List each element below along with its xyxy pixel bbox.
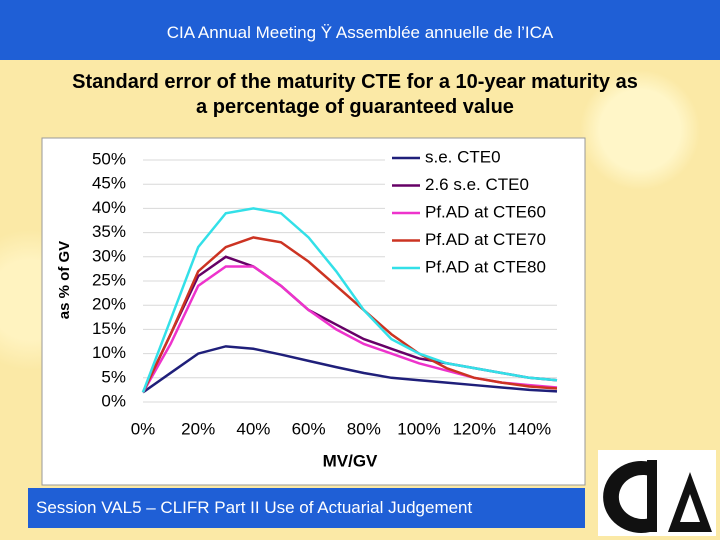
chart-title: Standard error of the maturity CTE for a…: [72, 71, 638, 118]
x-tick-label: 140%: [508, 419, 551, 438]
series-line: [141, 236, 558, 393]
y-tick-label: 25%: [92, 270, 126, 289]
legend-label: s.e. CTE0: [425, 147, 501, 166]
logo: [598, 450, 716, 536]
x-tick-label: 20%: [181, 419, 215, 438]
y-tick-label: 10%: [92, 343, 126, 362]
y-tick-label: 20%: [92, 295, 126, 314]
x-tick-label: 60%: [292, 419, 326, 438]
footer: Session VAL5 – CLIFR Part II Use of Actu…: [28, 488, 585, 528]
legend-label: Pf.AD at CTE60: [425, 202, 546, 221]
legend-box: [385, 146, 562, 286]
legend-label: Pf.AD at CTE80: [425, 257, 546, 276]
x-tick-label: 40%: [236, 419, 270, 438]
y-tick-label: 15%: [92, 319, 126, 338]
x-tick-label: 120%: [452, 419, 495, 438]
y-tick-label: 35%: [92, 222, 126, 241]
series-line: [142, 345, 558, 394]
y-tick-label: 30%: [92, 246, 126, 265]
x-tick-label: 80%: [347, 419, 381, 438]
logo-a: [668, 472, 712, 532]
y-tick-label: 0%: [101, 391, 126, 410]
y-tick-label: 5%: [101, 367, 126, 386]
x-tick-label: 100%: [397, 419, 440, 438]
series-line: [141, 207, 558, 393]
legend-label: 2.6 s.e. CTE0: [425, 175, 529, 194]
y-tick-label: 45%: [92, 174, 126, 193]
y-axis-label: as % of GV: [56, 241, 73, 319]
legend-label: Pf.AD at CTE70: [425, 230, 546, 249]
header: CIA Annual Meeting Ÿ Assemblée annuelle …: [0, 0, 720, 60]
logo-i: [647, 460, 657, 532]
y-tick-label: 50%: [92, 149, 126, 168]
y-tick-label: 40%: [92, 198, 126, 217]
x-axis-label: MV/GV: [323, 451, 378, 470]
x-tick-label: 0%: [131, 419, 156, 438]
logo-c: [603, 461, 650, 533]
